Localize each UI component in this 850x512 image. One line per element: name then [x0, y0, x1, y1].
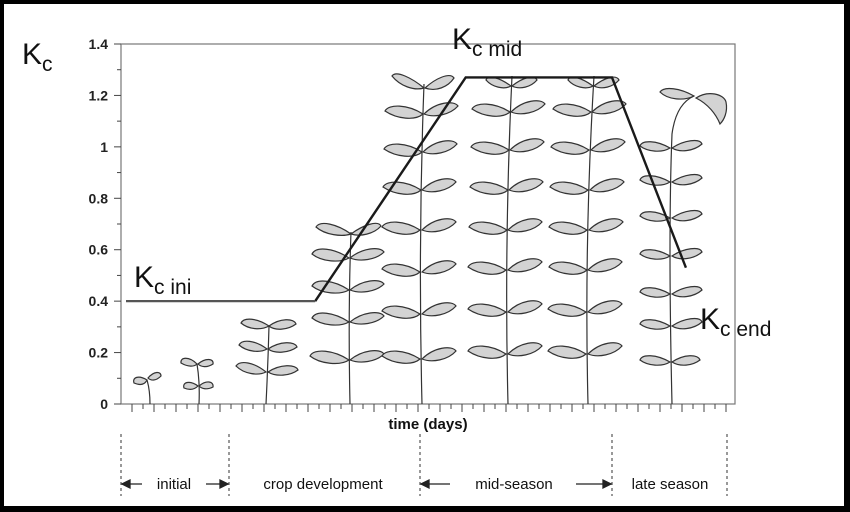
- y-tick-label: 0.8: [89, 190, 109, 206]
- arrow-head-left: [419, 478, 430, 490]
- plant-illustrations: [133, 73, 728, 405]
- y-tick-label: 0.4: [89, 293, 109, 309]
- developing-plant-icon: [309, 222, 385, 405]
- stage-dividers: [120, 434, 728, 496]
- kc-mid-label: Kc mid: [452, 23, 522, 61]
- y-tick-labels: 0 0.2 0.4 0.6 0.8 1 1.2 1.4: [89, 36, 109, 412]
- axis-ticks: [114, 43, 727, 412]
- seedling-2-icon: [180, 357, 214, 405]
- y-tick-label: 0.2: [89, 345, 109, 361]
- stage-label-late-season: late season: [632, 476, 709, 493]
- stage-arrows: [120, 478, 613, 490]
- arrow-head-right: [602, 478, 613, 490]
- young-plant-icon: [235, 318, 299, 405]
- mature-plant-3-icon: [547, 75, 627, 405]
- y-tick-label: 1.2: [89, 87, 109, 103]
- kc-ini-label: Kc ini: [134, 261, 191, 299]
- y-tick-label: 1.4: [89, 36, 109, 52]
- stage-label-mid-season: mid-season: [475, 476, 553, 493]
- senescent-plant-icon: [639, 87, 728, 405]
- seedling-1-icon: [133, 371, 162, 405]
- kc-curve-chart: Kc 0 0.2 0.4 0.6 0.8 1 1.2 1.4: [22, 23, 771, 496]
- y-axis-label: Kc: [22, 38, 53, 76]
- stage-label-initial: initial: [157, 476, 191, 493]
- arrow-head-left: [120, 478, 131, 490]
- y-tick-label: 0.6: [89, 242, 109, 258]
- y-tick-label: 1: [100, 139, 108, 155]
- kc-curve-line: [314, 76, 688, 302]
- arrow-head-right: [219, 478, 230, 490]
- chart-frame: Kc 0 0.2 0.4 0.6 0.8 1 1.2 1.4: [4, 4, 844, 506]
- mature-plant-2-icon: [467, 75, 546, 405]
- mature-plant-1-icon: [381, 73, 459, 405]
- y-tick-label: 0: [100, 396, 108, 412]
- stage-label-crop-development: crop development: [263, 476, 383, 493]
- kc-end-label: Kc end: [700, 303, 771, 341]
- x-axis-label: time (days): [388, 416, 467, 433]
- plot-area: [120, 43, 736, 405]
